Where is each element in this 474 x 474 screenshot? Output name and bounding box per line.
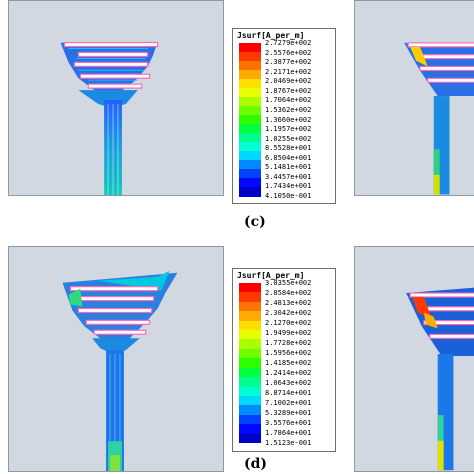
legend-value-label: 2.3042e+002 [265,309,312,317]
legend-swatch [239,178,261,188]
legend-swatch [239,79,261,89]
antenna-panel-bottom-left [8,246,224,472]
legend-value-label: 2.0469e+002 [265,77,312,86]
legend-value-label: 2.3877e+002 [265,58,312,67]
legend-value-label: 4.1050e-001 [265,192,312,200]
legend-swatch [239,106,261,116]
legend-value-label: 6.8504e+001 [265,153,312,162]
legend-title: Jsurf[A_per_m] [237,271,305,280]
legend-swatch [239,292,261,303]
legend-value-label: 3.4457e+001 [265,172,312,181]
legend-value-label: 1.3660e+002 [265,115,312,124]
legend-value-label: 1.1957e+002 [265,125,312,134]
legend-swatch [239,97,261,107]
antenna-current-plot [60,41,159,195]
legend-swatch [239,133,261,143]
legend-swatch [239,43,261,53]
legend-value-label: 1.5956e+002 [265,349,312,357]
legend-swatch [239,52,261,62]
legend-value-label: 5.1481e+001 [265,163,312,172]
legend-swatch [239,424,261,435]
legend-value-label: 2.5576e+002 [265,48,312,57]
legend-value-label: 1.8767e+002 [265,86,312,95]
legend-value-label: 3.0355e+002 [265,279,312,287]
legend-swatch [239,151,261,161]
antenna-panel-top-right [354,0,474,196]
legend-value-label: 8.5528e+001 [265,144,312,153]
legend-value-label: 2.1270e+002 [265,319,312,327]
legend-color-bar [239,283,261,444]
legend-value-label: 1.0255e+002 [265,134,312,143]
legend-value-label: 1.9499e+002 [265,329,312,337]
legend-swatch [239,386,261,397]
legend-value-label: 1.5123e-001 [265,439,312,447]
legend-swatch [239,377,261,388]
legend-swatch [239,115,261,125]
color-legend-top: Jsurf[A_per_m] 2.7279e+002 2.5576e+002 2.3… [232,28,336,204]
legend-swatch [239,414,261,425]
legend-swatch [239,124,261,134]
legend-value-label: 1.2414e+002 [265,369,312,377]
legend-swatch [239,320,261,331]
legend-swatch [239,160,261,170]
legend-title: Jsurf[A_per_m] [237,31,305,40]
legend-value-label: 8.8714e+001 [265,389,312,397]
antenna-panel-top-left [8,0,224,196]
legend-swatch [239,283,261,293]
antenna-current-plot [62,270,178,471]
meander-traces [63,41,159,89]
legend-swatch [239,311,261,322]
legend-value-label: 1.7728e+002 [265,339,312,347]
meander-traces [69,286,159,335]
legend-swatch [239,169,261,179]
legend-swatch [239,395,261,406]
legend-swatch [239,405,261,416]
legend-value-label: 1.7064e+002 [265,96,312,105]
legend-swatch [239,358,261,369]
legend-swatch [239,142,261,152]
legend-swatch [239,187,261,197]
legend-value-label: 1.5362e+002 [265,105,312,114]
legend-swatch [239,348,261,359]
legend-swatch [239,367,261,378]
legend-value-label: 1.0643e+002 [265,379,312,387]
legend-swatch [239,330,261,340]
legend-value-label: 2.4813e+002 [265,299,312,307]
legend-value-label: 2.8584e+002 [265,289,312,297]
legend-swatch [239,339,261,350]
subfigure-label-d: (d) [244,456,268,472]
antenna-current-plot [406,287,474,471]
legend-swatch [239,61,261,71]
antenna-current-plot [404,42,474,195]
legend-swatch [239,433,261,444]
legend-swatch [239,301,261,312]
legend-value-label: 3.5576e+001 [265,419,312,427]
legend-value-label: 7.1002e+001 [265,399,312,407]
legend-swatch [239,88,261,98]
subfigure-label-c: (c) [244,214,266,230]
color-legend-bottom: Jsurf[A_per_m] 3.0355e+002 2.8584e+002 2.4… [232,268,336,452]
antenna-panel-bottom-right [354,246,474,472]
legend-value-label: 2.7279e+002 [265,39,312,47]
legend-swatch [239,70,261,80]
legend-value-label: 5.3289e+001 [265,409,312,417]
legend-value-label: 1.7434e+001 [265,182,312,191]
legend-color-bar [239,43,261,197]
legend-value-label: 1.4185e+002 [265,359,312,367]
legend-value-label: 1.7864e+001 [265,429,312,437]
legend-value-label: 2.2171e+002 [265,67,312,76]
